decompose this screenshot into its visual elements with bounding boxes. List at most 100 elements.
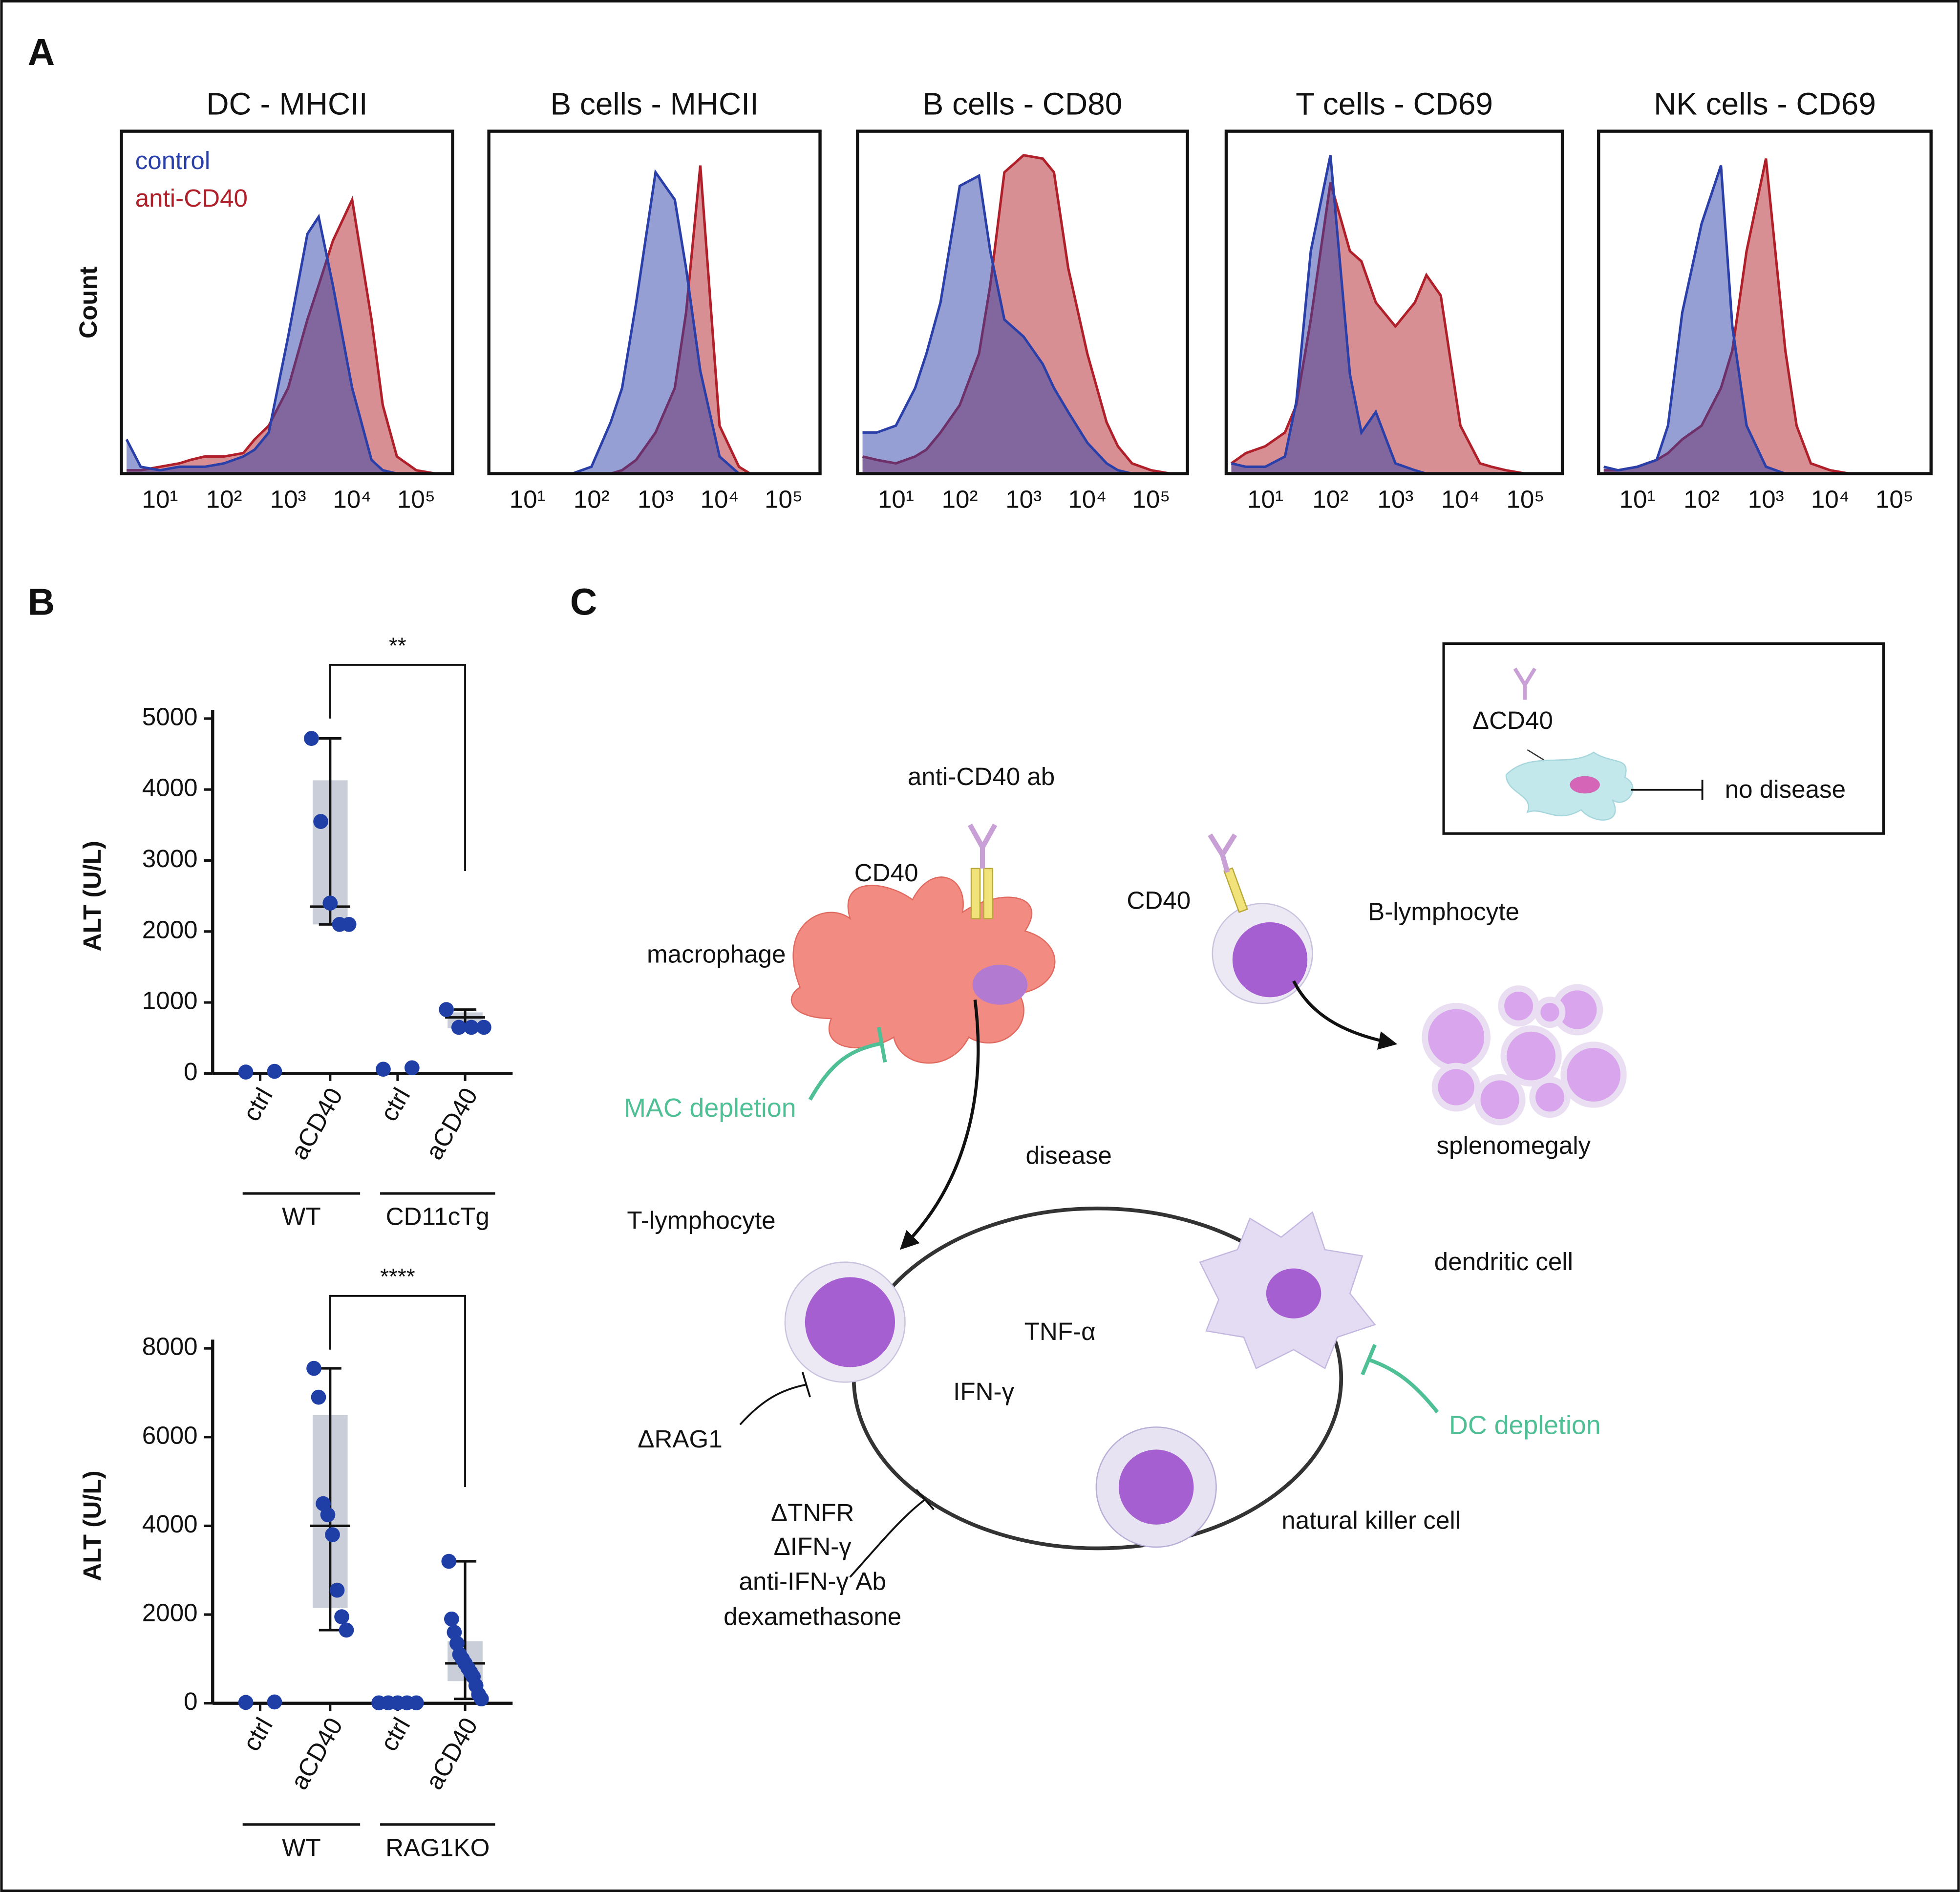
x-tick-label: 10³ (1748, 485, 1784, 513)
data-point (267, 1063, 282, 1079)
y-axis-label: ALT (U/L) (78, 1470, 106, 1581)
nucleus (1118, 1449, 1194, 1525)
arrow (1292, 980, 1398, 1050)
data-point (464, 1020, 479, 1035)
data-point (404, 1060, 420, 1076)
label: DC depletion (1449, 1411, 1601, 1440)
data-point (311, 1389, 326, 1405)
x-tick-label: 10⁴ (1441, 485, 1480, 513)
label: TNF-α (1024, 1318, 1096, 1345)
label: B-lymphocyte (1368, 898, 1519, 926)
inhibit-line (849, 1489, 935, 1578)
area-fill (1603, 165, 1925, 474)
inset-label: ΔCD40 (1472, 706, 1553, 734)
x-tick-label: 10² (1312, 485, 1348, 513)
data-point (439, 1002, 454, 1018)
data-point (408, 1695, 424, 1711)
area-fill (1231, 155, 1557, 474)
y-axis-label: Count (74, 266, 102, 339)
x-tick-label: 10¹ (1619, 485, 1656, 513)
label: MAC depletion (624, 1093, 796, 1123)
label: disease (1025, 1141, 1111, 1169)
label: IFN-γ (953, 1378, 1014, 1405)
x-tick-label: 10¹ (510, 485, 546, 513)
data-point (267, 1694, 282, 1710)
area-fill (127, 199, 447, 474)
area-fill (862, 155, 1182, 474)
panel-label: A (28, 32, 55, 73)
y-tick-label: 1000 (142, 987, 198, 1015)
group-label: WT (282, 1203, 321, 1231)
significance-label: ** (389, 633, 406, 658)
data-point (322, 895, 338, 911)
label: ΔIFN-γ (774, 1532, 852, 1560)
x-tick-label: 10⁴ (1811, 485, 1850, 513)
label: dexamethasone (724, 1602, 901, 1630)
inhibit-line (1631, 780, 1704, 800)
x-tick-label: 10³ (638, 485, 674, 513)
data-point (341, 916, 357, 932)
label: T-lymphocyte (627, 1206, 775, 1234)
x-tick-label: 10² (574, 485, 610, 513)
data-point (329, 1582, 345, 1598)
group-label: RAG1KO (385, 1834, 490, 1862)
label: anti-CD40 ab (908, 763, 1055, 790)
inhibit-line (739, 1372, 811, 1425)
label: CD40 (854, 859, 918, 887)
y-tick-label: 4000 (142, 774, 198, 802)
data-point (441, 1553, 457, 1569)
inhibit-line (1361, 1344, 1439, 1414)
plot-frame (1597, 129, 1933, 475)
label: ΔTNFR (771, 1499, 854, 1527)
y-tick-label: 4000 (142, 1510, 198, 1538)
plot-frame (487, 129, 822, 475)
x-tick-label: 10² (206, 485, 242, 513)
panel-title: DC - MHCII (206, 86, 367, 121)
label: CD40 (1127, 886, 1191, 914)
significance-bracket (329, 1295, 466, 1488)
data-point (320, 1507, 336, 1523)
histogram-line (1230, 182, 1557, 475)
diagram: ΔCD40 no disease anti-CD40 ab CD40 CD40 … (624, 642, 1885, 1630)
x-tick-label: 10² (942, 485, 978, 513)
data-point (304, 731, 319, 746)
x-tick-label: 10² (1683, 485, 1720, 513)
antibody-icon (1208, 833, 1237, 873)
x-tick-label: 10⁴ (700, 485, 739, 513)
receptor (970, 868, 981, 919)
data-point (306, 1361, 321, 1376)
x-tick-label: 10³ (1377, 485, 1413, 513)
panel-label: B (28, 581, 55, 623)
group-label: CD11cTg (386, 1203, 490, 1231)
panel-title: B cells - CD80 (923, 86, 1123, 121)
splenomegaly-cells (1422, 984, 1627, 1126)
x-tick-label: 10⁵ (397, 485, 435, 513)
nucleus (1232, 922, 1308, 998)
y-tick-label: 0 (184, 1058, 197, 1085)
data-point (339, 1622, 354, 1638)
y-tick-label: 3000 (142, 845, 198, 872)
x-tick-label: 10⁵ (1875, 485, 1914, 513)
label: macrophage (647, 940, 786, 968)
data-point (451, 1020, 467, 1035)
inset-cell (1505, 751, 1634, 821)
receptor (983, 868, 993, 919)
x-tick-label: 10⁵ (1132, 485, 1170, 513)
antibody-icon (968, 823, 998, 869)
y-tick-label: 2000 (142, 915, 198, 943)
x-tick-label: 10⁴ (1068, 485, 1107, 513)
data-point (334, 1609, 349, 1624)
data-point (444, 1611, 459, 1627)
x-tick-label: 10¹ (142, 485, 178, 513)
antibody-icon (1513, 667, 1537, 700)
arrow (899, 999, 980, 1250)
panel-title: T cells - CD69 (1296, 86, 1493, 121)
plot-frame (1224, 129, 1564, 475)
nucleus (1570, 776, 1600, 794)
nucleus (1266, 1268, 1321, 1318)
inhibit-line (808, 1027, 887, 1101)
y-axis-label: ALT (U/L) (78, 841, 106, 951)
x-tick-label: 10¹ (1247, 485, 1283, 513)
